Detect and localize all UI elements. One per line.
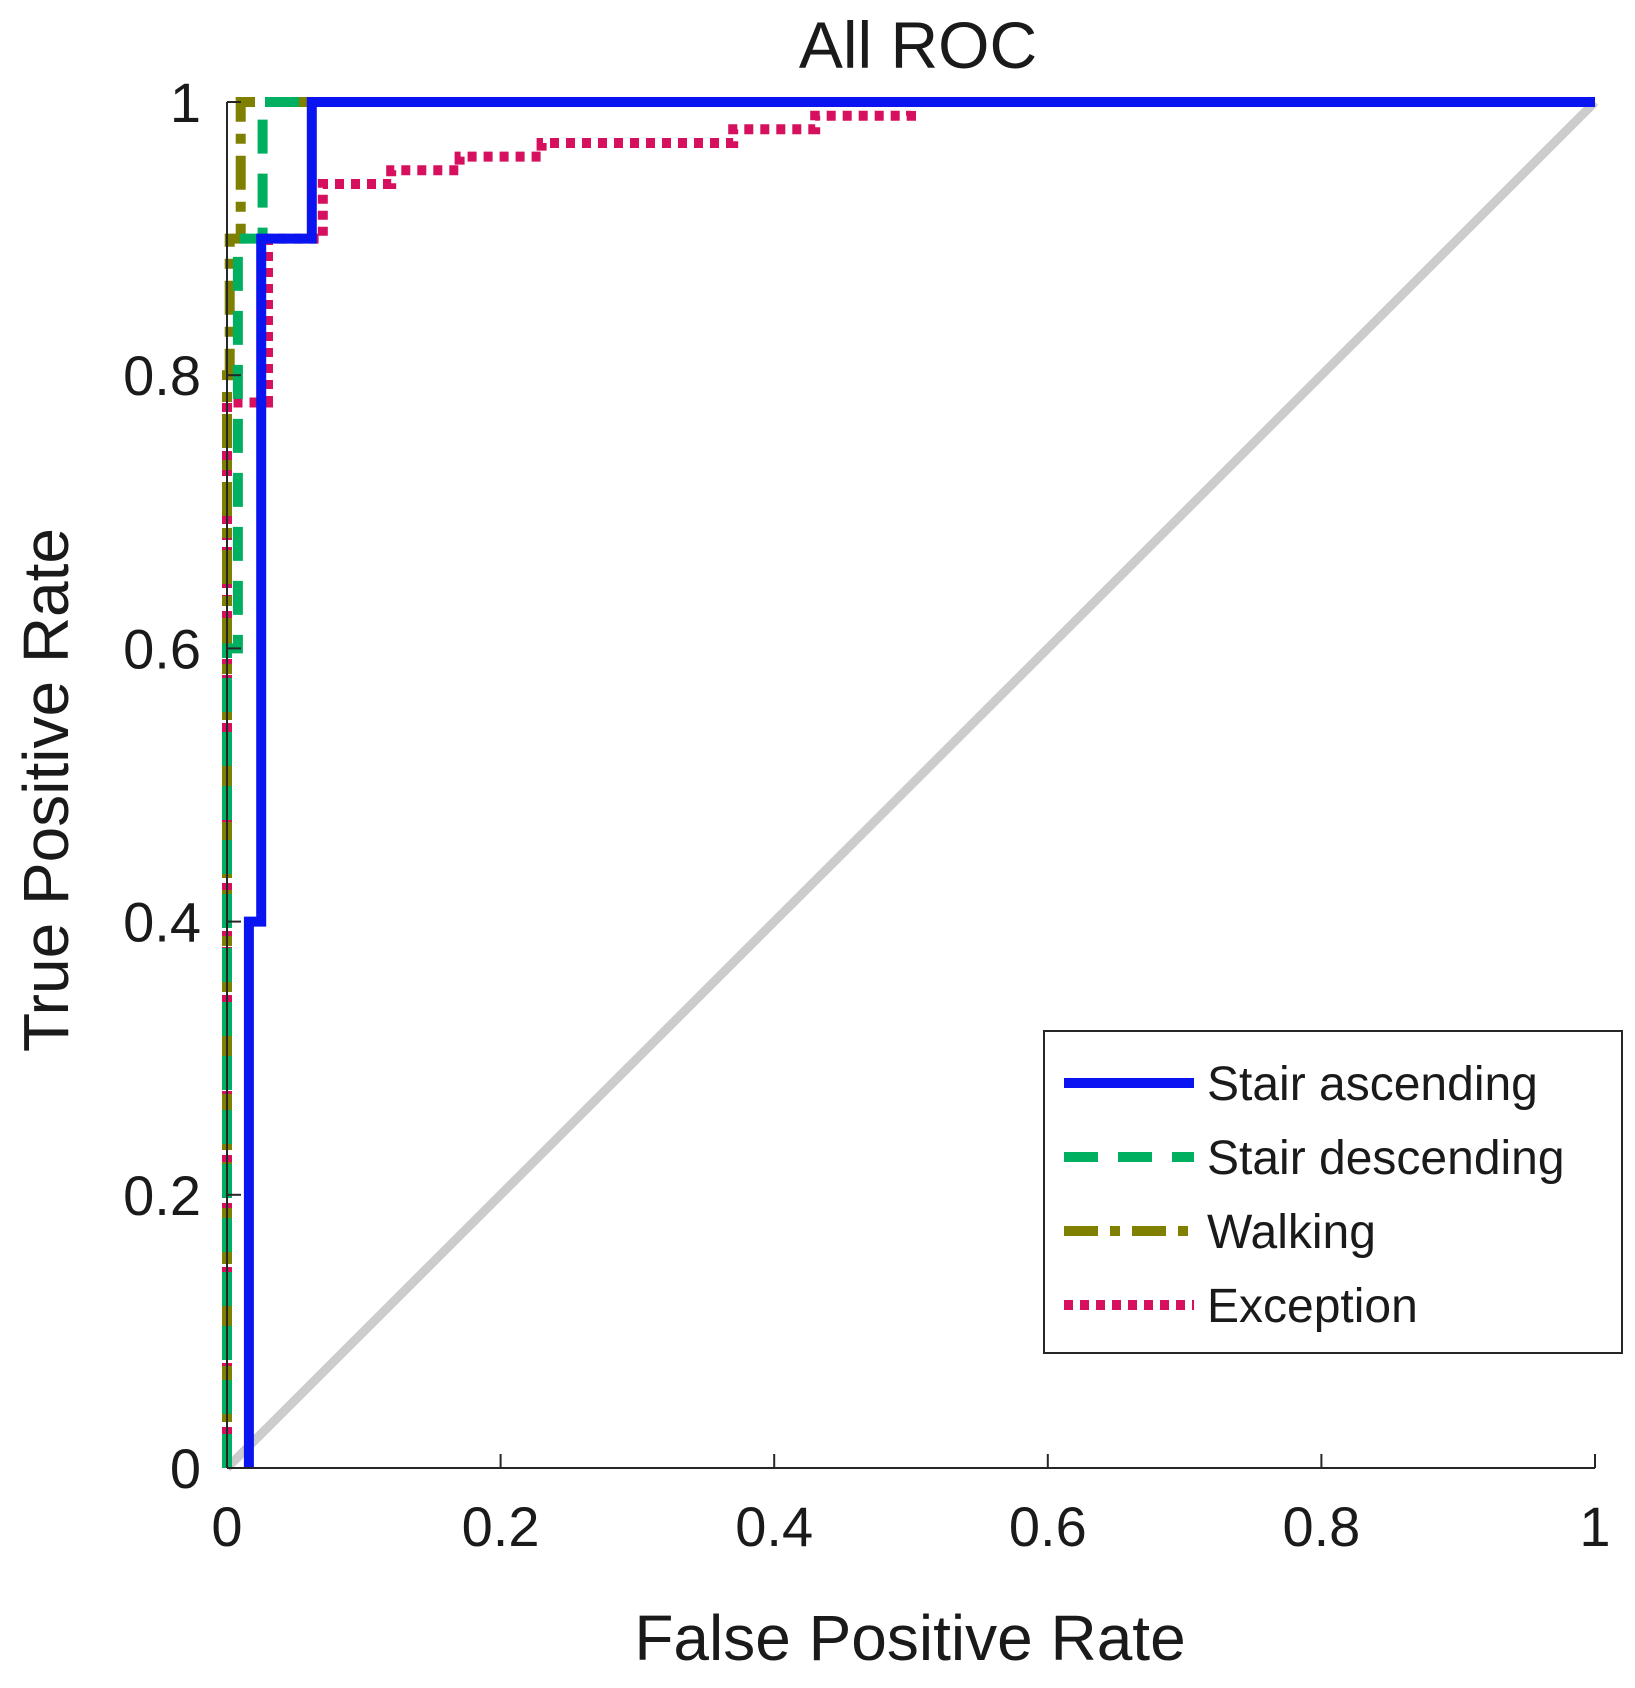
y-tick-label: 0.4	[123, 891, 201, 954]
x-tick-label: 0.2	[462, 1495, 540, 1558]
x-tick-label: 0.6	[1009, 1495, 1087, 1558]
legend-label: Stair descending	[1207, 1132, 1565, 1185]
x-axis-label: False Positive Rate	[634, 1602, 1185, 1674]
y-tick-label: 0.2	[123, 1164, 201, 1227]
legend-label: Exception	[1207, 1280, 1418, 1333]
axes: 0 0.2 0.4 0.6 0.8 1 0 0.2 0.4 0.6 0.8 1	[123, 71, 1610, 1558]
legend-label: Stair ascending	[1207, 1058, 1538, 1111]
chart-text: All ROC False Positive Rate True Positiv…	[10, 8, 1186, 1674]
chart-title: All ROC	[799, 8, 1037, 82]
legend: Stair ascending Stair descending Walking Ex…	[1043, 1030, 1623, 1354]
x-tick-label: 1	[1579, 1495, 1610, 1558]
series-line-stair-ascending	[243, 97, 1595, 1468]
y-tick-label: 0.8	[123, 344, 201, 407]
x-tick-label: 0	[211, 1495, 242, 1558]
y-tick-label: 0.6	[123, 617, 201, 680]
y-axis-label: True Positive Rate	[10, 528, 82, 1052]
x-tick-label: 0.4	[735, 1495, 813, 1558]
x-tick-label: 0.8	[1282, 1495, 1360, 1558]
legend-label: Walking	[1207, 1206, 1376, 1259]
y-tick-label: 1	[170, 71, 201, 134]
y-tick-label: 0	[170, 1437, 201, 1500]
reference-diagonal-line	[223, 98, 1599, 1472]
